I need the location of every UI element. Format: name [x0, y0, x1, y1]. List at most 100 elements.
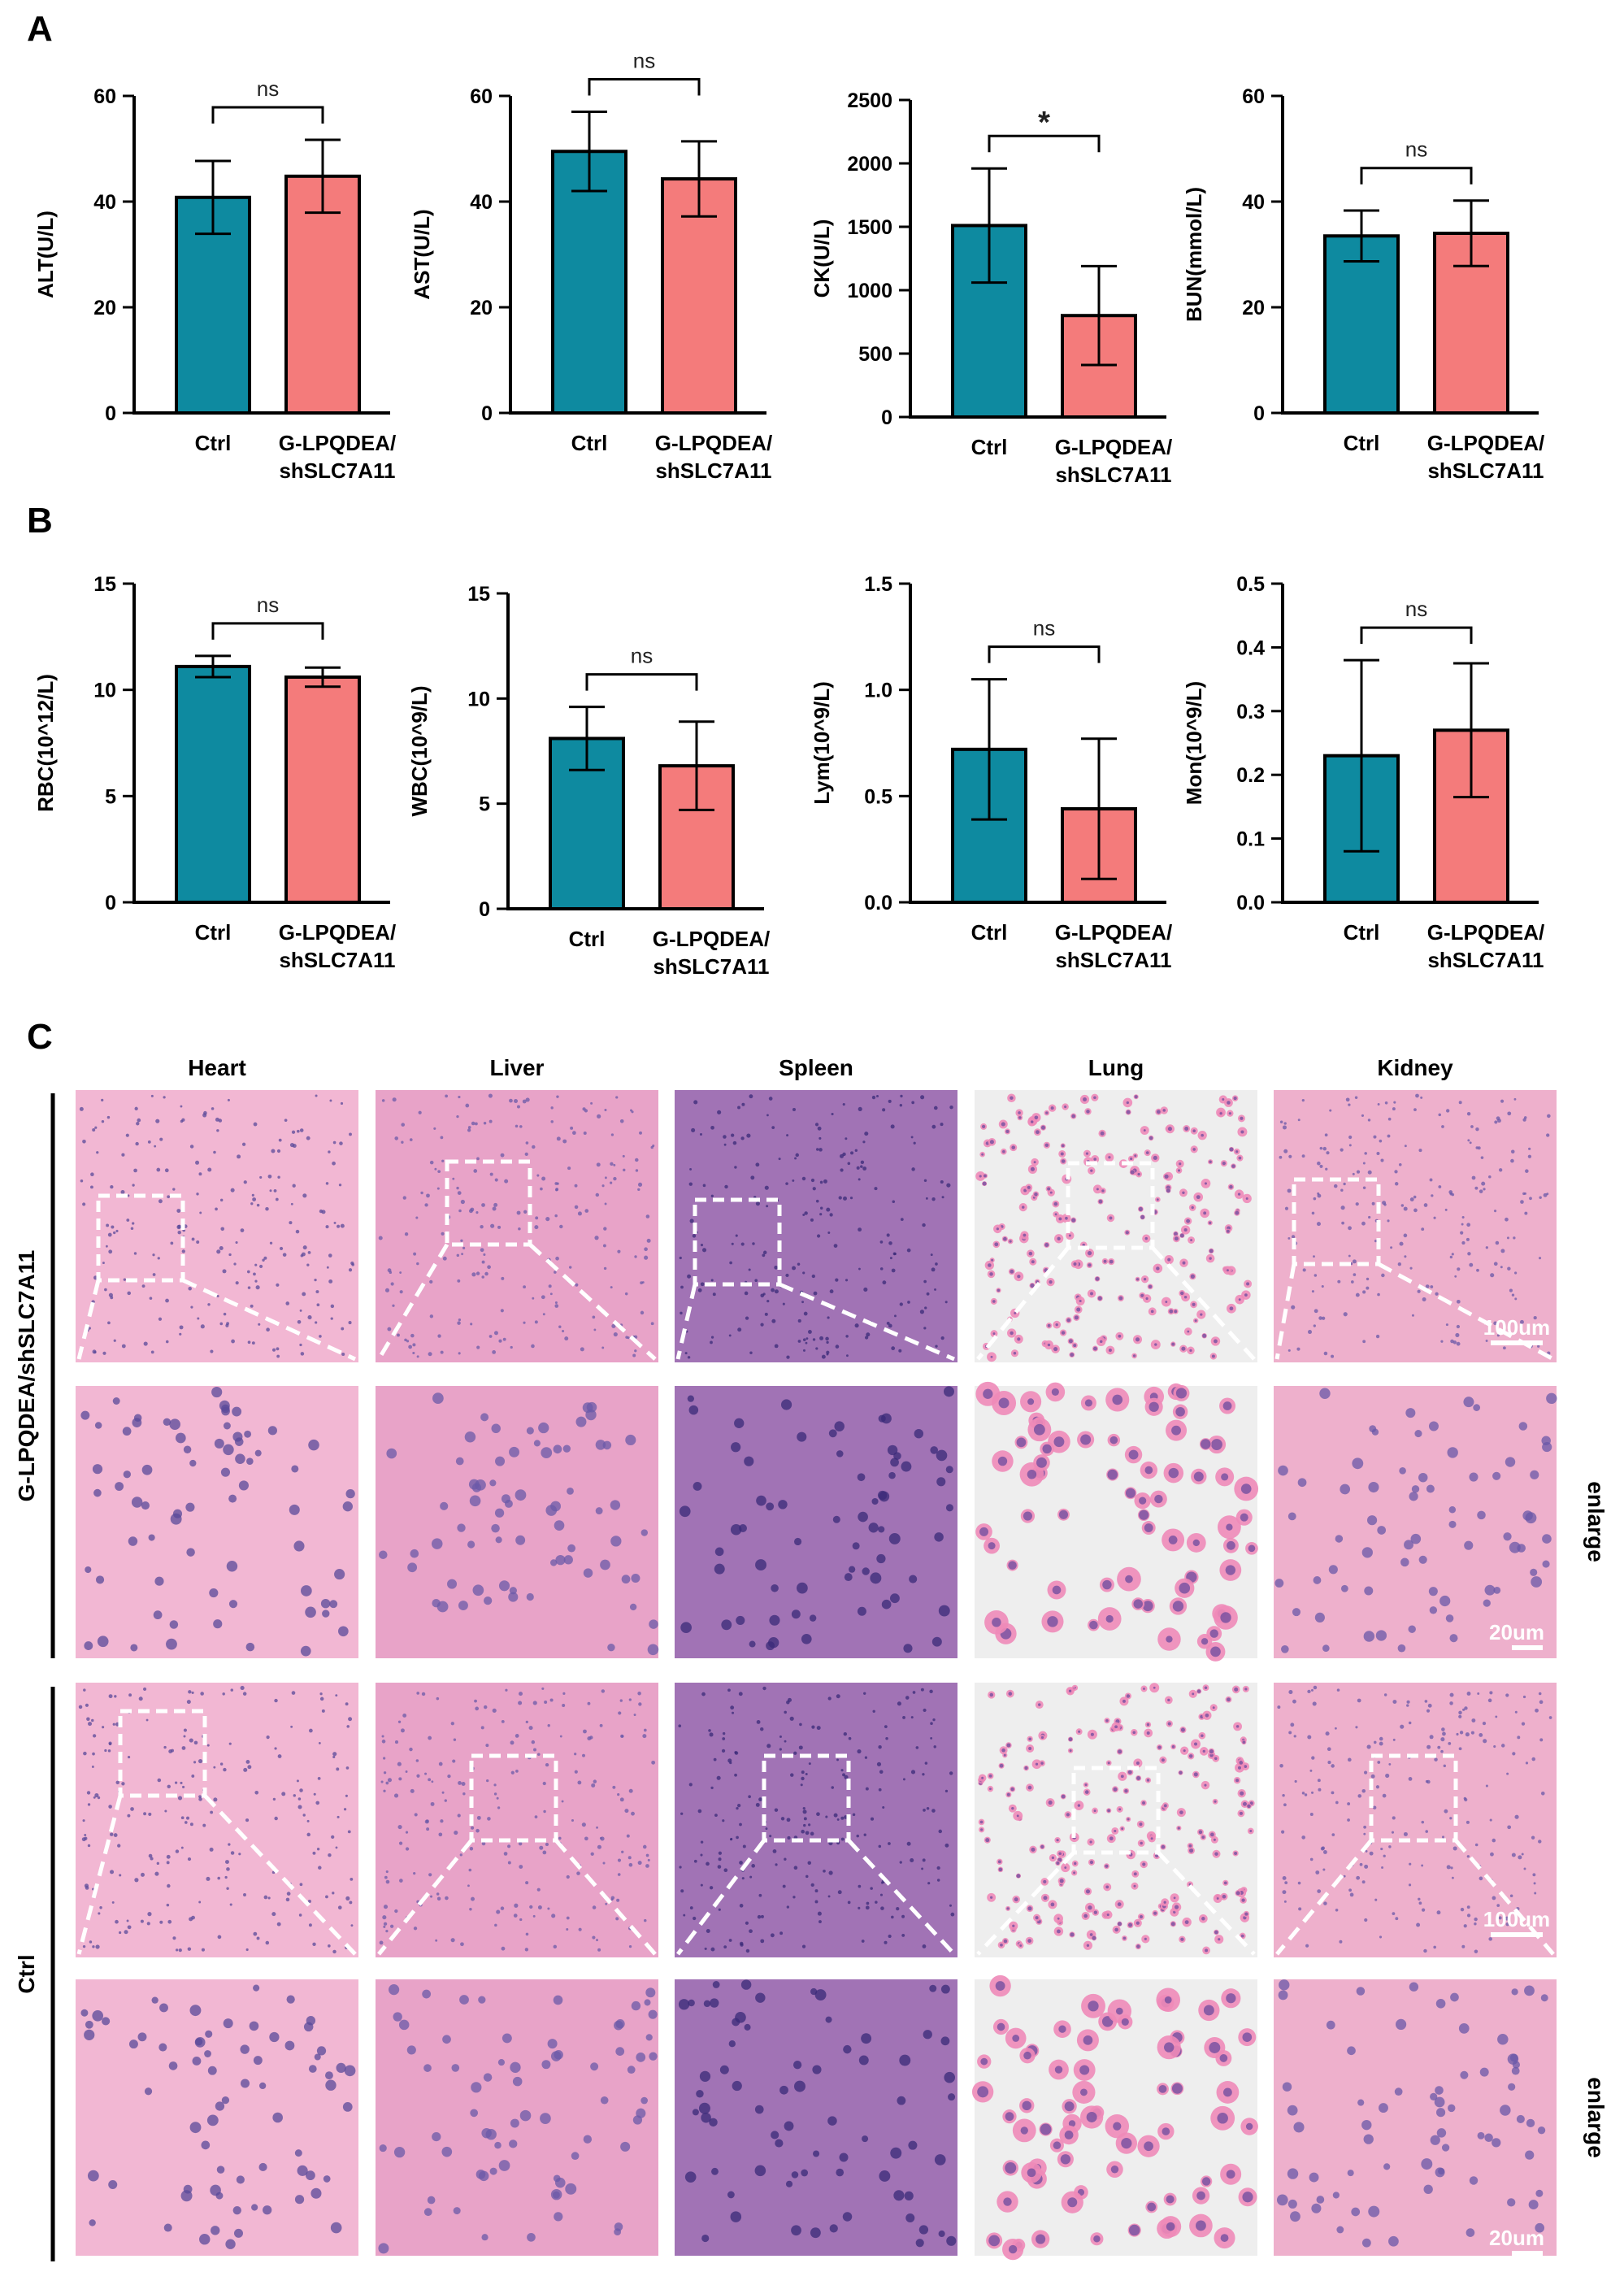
nucleus — [85, 1566, 92, 1574]
nucleus — [581, 1822, 586, 1827]
nucleus — [1240, 1934, 1244, 1938]
nucleus — [989, 1140, 994, 1145]
nucleus — [322, 1609, 330, 1618]
nucleus — [1348, 1144, 1352, 1147]
nucleus — [1196, 2191, 1205, 2200]
nucleus — [1242, 2032, 1253, 2042]
nucleus — [805, 1772, 808, 1775]
nucleus — [1278, 1465, 1288, 1476]
nucleus — [1461, 1240, 1466, 1245]
nucleus — [1452, 1846, 1457, 1851]
y-tick-label: 2500 — [847, 89, 892, 112]
nucleus — [497, 1806, 501, 1809]
nucleus — [748, 1268, 751, 1271]
nucleus — [1302, 1268, 1306, 1272]
nucleus — [1010, 1331, 1014, 1336]
nucleus — [712, 1292, 716, 1297]
nucleus — [553, 1444, 562, 1454]
nucleus — [1322, 1868, 1326, 1871]
nucleus — [474, 1122, 478, 1126]
nucleus — [800, 1783, 803, 1787]
nucleus — [474, 1699, 477, 1703]
nucleus — [172, 1188, 176, 1191]
nucleus — [556, 1095, 559, 1098]
nucleus — [501, 1719, 505, 1723]
nucleus — [291, 1691, 296, 1695]
nucleus — [637, 1188, 640, 1192]
nucleus — [350, 1261, 354, 1266]
nucleus — [440, 1350, 444, 1354]
zoom-region-box — [1369, 1753, 1458, 1843]
nucleus — [401, 1123, 406, 1127]
nucleus — [306, 2170, 315, 2181]
nucleus — [1362, 1290, 1366, 1294]
nucleus — [865, 1905, 870, 1910]
nucleus — [910, 1857, 914, 1862]
nucleus — [823, 1179, 827, 1184]
nucleus — [754, 1279, 758, 1283]
nucleus — [990, 1355, 993, 1358]
nucleus — [300, 1645, 311, 1657]
nucleus — [319, 1692, 323, 1696]
nucleus — [1179, 1162, 1182, 1166]
nucleus — [803, 1311, 808, 1316]
nucleus — [1238, 1298, 1241, 1301]
nucleus — [307, 1251, 311, 1254]
nucleus — [1447, 1447, 1458, 1458]
nucleus — [1222, 2087, 1232, 2097]
nucleus — [1101, 2016, 1114, 2027]
nucleus — [436, 1896, 441, 1901]
nucleus — [785, 1182, 788, 1185]
nucleus — [325, 1182, 329, 1185]
nucleus — [762, 1686, 766, 1691]
nucleus — [399, 1879, 403, 1883]
nucleus — [534, 1815, 538, 1819]
nucleus — [1409, 1862, 1412, 1866]
nucleus — [457, 1814, 461, 1818]
nucleus — [836, 2168, 845, 2177]
nucleus — [574, 1753, 577, 1756]
nucleus — [981, 1776, 984, 1779]
nucleus — [1166, 2195, 1175, 2204]
nucleus — [782, 1302, 785, 1305]
nucleus — [1530, 1470, 1539, 1479]
significance-label: * — [1038, 106, 1050, 140]
nucleus — [277, 1175, 280, 1179]
nucleus — [648, 2009, 658, 2019]
nucleus — [213, 1619, 223, 1629]
nucleus — [828, 1870, 833, 1875]
nucleus — [1165, 1301, 1168, 1304]
nucleus — [1418, 1555, 1427, 1564]
nucleus — [829, 1213, 833, 1217]
nucleus — [792, 1179, 795, 1182]
nucleus — [858, 1884, 862, 1888]
nucleus — [318, 1866, 322, 1870]
nucleus — [148, 1812, 152, 1816]
nucleus — [532, 1701, 537, 1705]
nucleus — [134, 1878, 139, 1883]
nucleus — [793, 1866, 798, 1870]
nucleus — [483, 2073, 493, 2082]
nucleus — [108, 1249, 113, 1254]
nucleus — [604, 1109, 607, 1112]
nucleus — [1182, 1191, 1185, 1194]
tissue-background — [76, 1683, 358, 1957]
nucleus — [1331, 1354, 1335, 1358]
nucleus — [216, 2166, 225, 2174]
nucleus — [267, 1426, 277, 1436]
nucleus — [1340, 1148, 1344, 1152]
nucleus — [1180, 1727, 1185, 1732]
nucleus — [141, 1501, 150, 1510]
nucleus — [1314, 1309, 1318, 1314]
nucleus — [1321, 1284, 1324, 1288]
nucleus — [933, 1745, 936, 1749]
nucleus — [189, 1459, 197, 1467]
nucleus — [188, 1286, 192, 1291]
nucleus — [836, 1758, 839, 1762]
nucleus — [393, 2012, 402, 2022]
nucleus — [1537, 1345, 1540, 1348]
nucleus — [909, 1575, 918, 1583]
nucleus — [325, 1225, 329, 1229]
nucleus — [198, 1797, 202, 1801]
nucleus — [751, 1864, 756, 1868]
